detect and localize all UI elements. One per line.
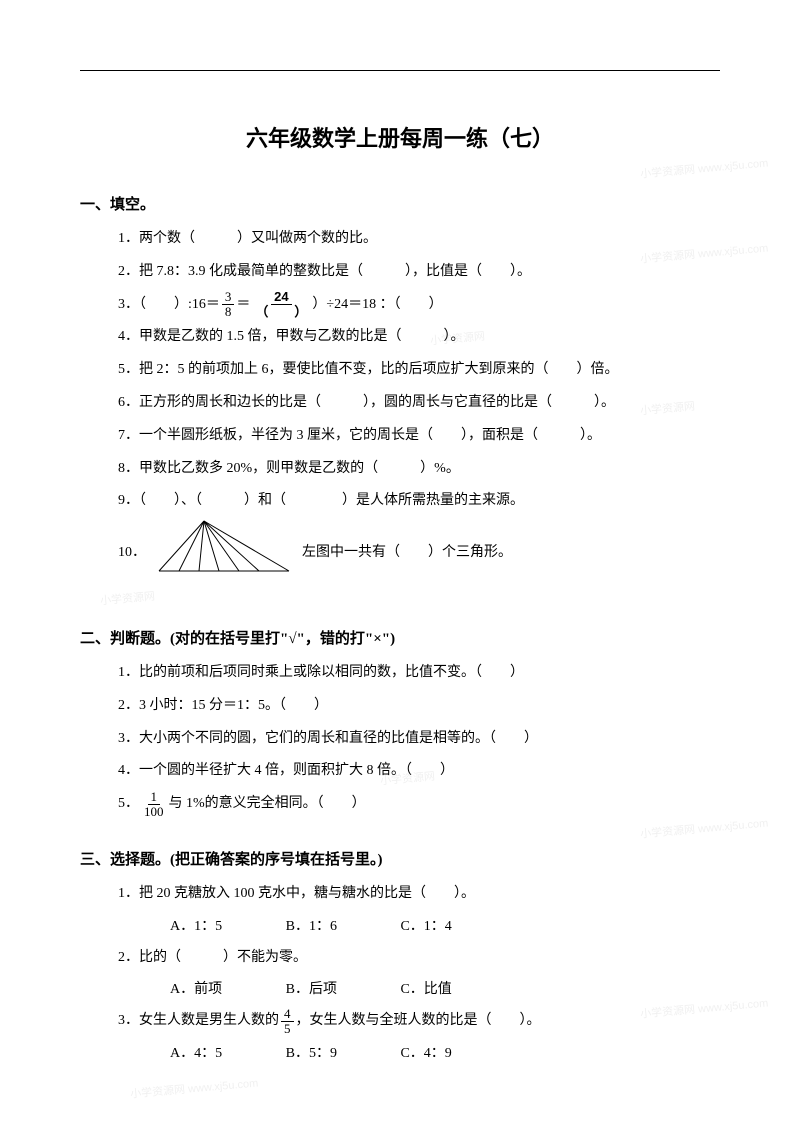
watermark: 小学资源网 [99, 588, 155, 609]
page-title: 六年级数学上册每周一练（七） [80, 121, 720, 153]
s1-q6: 6．正方形的周长和边长的比是（ ），圆的周长与它直径的比是（ ）。 [118, 388, 720, 419]
section2-header: 二、判断题。(对的在括号里打"√"，错的打"×") [80, 627, 720, 648]
s1-q8: 8．甲数比乙数多 20%，则甲数是乙数的（ ）%。 [118, 454, 720, 485]
s1-q5: 5．把 2：5 的前项加上 6，要使比值不变，比的后项应扩大到原来的（ ）倍。 [118, 355, 720, 386]
s2-q5-a: 5． [118, 789, 139, 820]
s2-q1: 1．比的前项和后项同时乘上或除以相同的数，比值不变。（ ） [118, 658, 720, 689]
s2-q3: 3．大小两个不同的圆，它们的周长和直径的比值是相等的。（ ） [118, 724, 720, 755]
s3-q3-opt-c: C．4：9 [400, 1039, 451, 1070]
s2-q5: 5． 1 100 与 1%的意义完全相同。（ ） [118, 789, 720, 820]
s3-q2-opt-a: A．前项 [170, 975, 222, 1006]
s1-q1: 1．两个数（ ）又叫做两个数的比。 [118, 224, 720, 255]
s3-q2-opt-b: B．后项 [286, 975, 337, 1006]
s3-q1-opt-a: A．1：5 [170, 912, 222, 943]
s1-q10: 10． 左图中一共有（ ）个三角形。 [118, 519, 720, 587]
fraction-24-blank: 24 （ ） [252, 290, 310, 320]
s1-q2: 2．把 7.8：3.9 化成最简单的整数比是（ ），比值是（ ）。 [118, 257, 720, 288]
s3-q3-b: ，女生人数与全班人数的比是（ ）。 [296, 1006, 541, 1037]
top-rule [80, 70, 720, 71]
s3-q3: 3．女生人数是男生人数的 4 5 ，女生人数与全班人数的比是（ ）。 [118, 1006, 720, 1037]
section1-header: 一、填空。 [80, 193, 720, 214]
s3-q2-options: A．前项 B．后项 C．比值 [170, 975, 720, 1006]
s3-q3-options: A．4：5 B．5：9 C．4：9 [170, 1039, 720, 1070]
watermark: 小学资源网 www.xj5u.com [130, 1074, 259, 1101]
s3-q1-options: A．1：5 B．1：6 C．1：4 [170, 912, 720, 943]
s1-q3-text-a: 3．（ ）:16＝ [118, 290, 220, 321]
s3-q2-opt-c: C．比值 [400, 975, 451, 1006]
s3-q2: 2．比的（ ）不能为零。 [118, 943, 720, 974]
s2-q2: 2．3 小时：15 分＝1：5。（ ） [118, 691, 720, 722]
s3-q3-opt-a: A．4：5 [170, 1039, 222, 1070]
s3-q1-opt-b: B．1：6 [286, 912, 337, 943]
s3-q3-a: 3．女生人数是男生人数的 [118, 1006, 279, 1037]
s1-q9: 9．（ ）、（ ）和（ ）是人体所需热量的主来源。 [118, 486, 720, 517]
s1-q3-text-c: ）÷24＝18 ：（ ） [312, 290, 442, 321]
s1-q4: 4．甲数是乙数的 1.5 倍，甲数与乙数的比是（ ）。 [118, 322, 720, 353]
s1-q7: 7．一个半圆形纸板，半径为 3 厘米，它的周长是（ ），面积是（ ）。 [118, 421, 720, 452]
s3-q1: 1．把 20 克糖放入 100 克水中，糖与糖水的比是（ ）。 [118, 879, 720, 910]
s3-q3-opt-b: B．5：9 [286, 1039, 337, 1070]
s1-q3-text-b: ＝ [236, 290, 250, 321]
s1-q3: 3．（ ）:16＝ 3 8 ＝ 24 （ ） ）÷24＝18 ：（ ） [118, 290, 720, 321]
s2-q4: 4．一个圆的半径扩大 4 倍，则面积扩大 8 倍。（ ） [118, 756, 720, 787]
s3-q1-opt-c: C．1：4 [400, 912, 451, 943]
fraction-3-8: 3 8 [222, 290, 235, 320]
s1-q10-b: 左图中一共有（ ）个三角形。 [302, 538, 512, 569]
section3-header: 三、选择题。(把正确答案的序号填在括号里。) [80, 848, 720, 869]
fraction-1-100: 1 100 [141, 790, 167, 820]
fraction-4-5: 4 5 [281, 1007, 294, 1037]
s2-q5-b: 与 1%的意义完全相同。（ ） [169, 789, 366, 820]
watermark: 小学资源网 www.xj5u.com [640, 154, 769, 181]
s1-q10-a: 10． [118, 538, 146, 569]
triangle-figure [154, 519, 294, 587]
